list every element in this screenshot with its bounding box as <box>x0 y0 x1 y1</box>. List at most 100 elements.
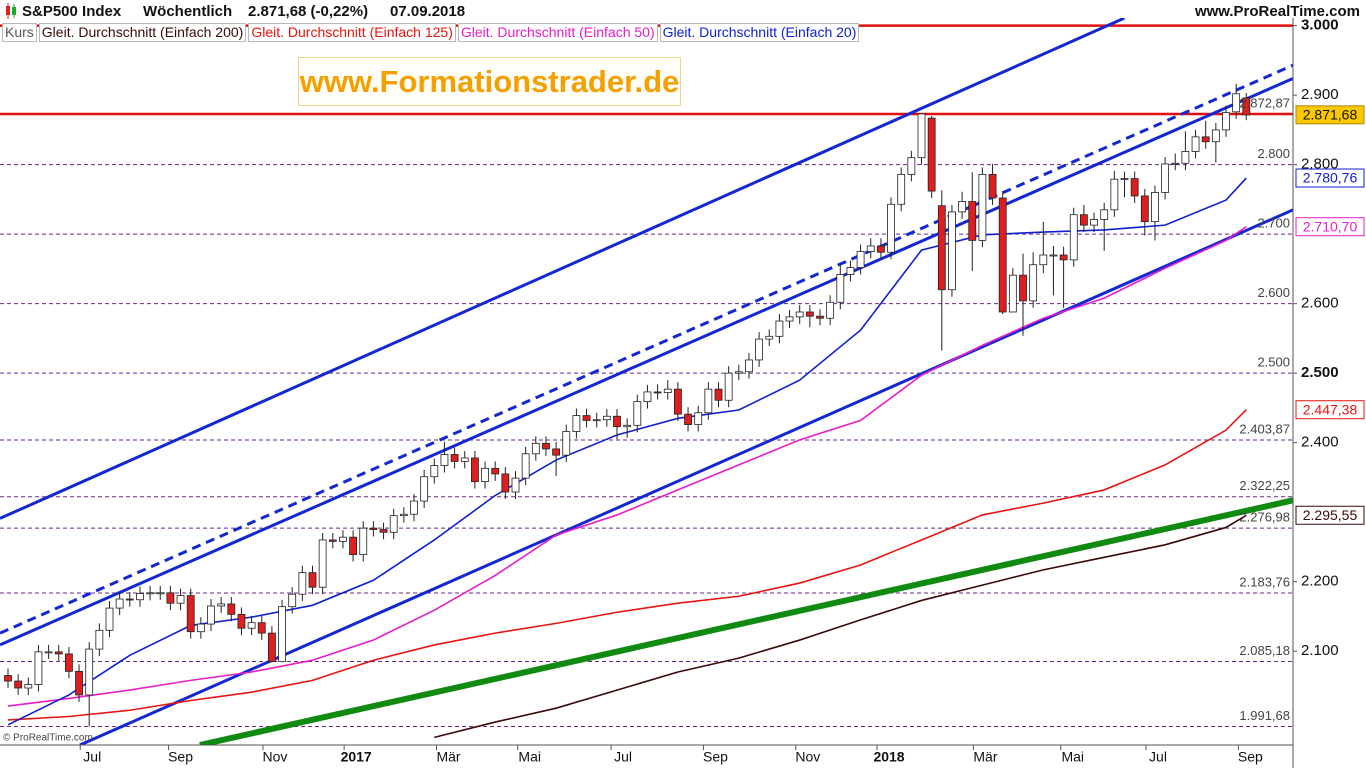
legend-item: Kurs <box>2 23 37 42</box>
candle-body <box>1019 274 1027 302</box>
moving-average-line <box>7 409 1247 721</box>
candle-body <box>146 592 155 595</box>
candle-body <box>623 424 632 428</box>
candle-icon <box>6 3 16 19</box>
watermark: www.Formationstrader.de <box>298 57 681 106</box>
trend-line <box>0 63 1293 635</box>
reference-label: 2.322,25 <box>1239 478 1290 493</box>
reference-label: 2.276,98 <box>1239 510 1290 525</box>
x-tick-label: Nov <box>795 749 820 765</box>
moving-average-line <box>7 226 1247 707</box>
trend-line <box>199 497 1293 745</box>
candle-body <box>816 315 824 319</box>
value-box <box>1295 168 1365 188</box>
x-tick-label: 2018 <box>873 749 904 765</box>
candle-body <box>14 680 23 689</box>
candle-body <box>562 431 571 456</box>
candle-body <box>156 592 165 595</box>
candle-body <box>105 607 114 631</box>
candle-body <box>1069 214 1078 261</box>
candle-body <box>237 613 246 629</box>
candle-body <box>785 316 794 322</box>
candle-body <box>318 539 327 588</box>
candle-body <box>592 419 601 422</box>
candle-body <box>257 622 266 634</box>
value-box-label: 2.295,55 <box>1303 507 1358 523</box>
candle-body <box>65 653 73 672</box>
trend-line <box>0 77 1293 647</box>
legend-item: Gleit. Durchschnitt (Einfach 20) <box>659 23 860 42</box>
candle-body <box>339 536 347 542</box>
candle-body <box>998 197 1007 313</box>
candle-body <box>988 173 997 199</box>
trend-line <box>0 18 1126 520</box>
candle-body <box>470 457 479 482</box>
plot-area <box>0 18 1293 745</box>
candle-body <box>379 529 388 533</box>
trend-line <box>79 208 1293 745</box>
source: www.ProRealTime.com <box>1194 3 1360 20</box>
candle-body <box>410 500 418 515</box>
candle-body <box>1130 178 1139 197</box>
candle-body <box>877 245 885 253</box>
reference-label: 2.085,18 <box>1239 643 1290 658</box>
candle-body <box>521 453 530 479</box>
legend: Kurs Gleit. Durchschnitt (Einfach 200) Gl… <box>2 23 860 42</box>
candle-body <box>1120 178 1129 180</box>
candle-body <box>136 593 144 601</box>
candle-body <box>501 473 510 493</box>
candle-body <box>308 572 317 588</box>
reference-label: 2.183,76 <box>1239 574 1290 589</box>
candle-body <box>968 201 977 241</box>
candle-body <box>978 173 987 241</box>
candle-body <box>937 205 946 291</box>
candle-body <box>1039 254 1048 266</box>
candle-body <box>724 372 733 401</box>
candle-body <box>1211 129 1220 143</box>
candle-body <box>491 467 500 475</box>
candle-body <box>369 527 378 530</box>
candle-body <box>856 251 865 268</box>
candle-body <box>54 651 63 655</box>
candle-body <box>1008 274 1017 313</box>
y-tick-label: 2.600 <box>1301 295 1339 312</box>
period: Wöchentlich <box>143 3 233 20</box>
reference-label: 2.600 <box>1257 285 1290 300</box>
candle-body <box>745 359 753 373</box>
candle-body <box>846 267 855 275</box>
y-tick-label: 3.000 <box>1301 17 1339 34</box>
y-tick-label: 2.400 <box>1301 434 1339 451</box>
x-tick-label: 2017 <box>341 749 372 765</box>
candle-body <box>1242 97 1251 116</box>
candle-body <box>795 311 804 318</box>
candle-body <box>278 606 286 662</box>
candle-body <box>481 467 489 482</box>
candle-body <box>1140 195 1149 223</box>
x-tick-label: Sep <box>1238 749 1263 765</box>
candle-body <box>927 117 936 192</box>
x-tick-label: Jul <box>1149 749 1167 765</box>
candle-body <box>1090 219 1098 226</box>
candle-body <box>1232 93 1241 113</box>
candle-body <box>684 413 692 425</box>
x-tick-label: Jul <box>83 749 101 765</box>
candle-body <box>389 515 398 533</box>
candle-body <box>805 311 814 317</box>
x-tick-label: Mär <box>973 749 997 765</box>
value-box-label: 2.710,70 <box>1303 218 1358 234</box>
candle-body <box>1171 162 1180 165</box>
candle-body <box>1080 214 1088 226</box>
candle-body <box>653 391 662 394</box>
candle-body <box>44 651 53 654</box>
candle-body <box>1100 209 1109 220</box>
candle-body <box>399 513 408 517</box>
candle-body <box>704 388 713 414</box>
value-box <box>1295 217 1365 237</box>
reference-label: 2.500 <box>1257 355 1290 370</box>
candle-body <box>897 173 906 205</box>
candle-body <box>227 603 236 615</box>
candle-body <box>440 454 449 466</box>
candle-body <box>359 527 368 555</box>
candle-body <box>34 651 43 685</box>
